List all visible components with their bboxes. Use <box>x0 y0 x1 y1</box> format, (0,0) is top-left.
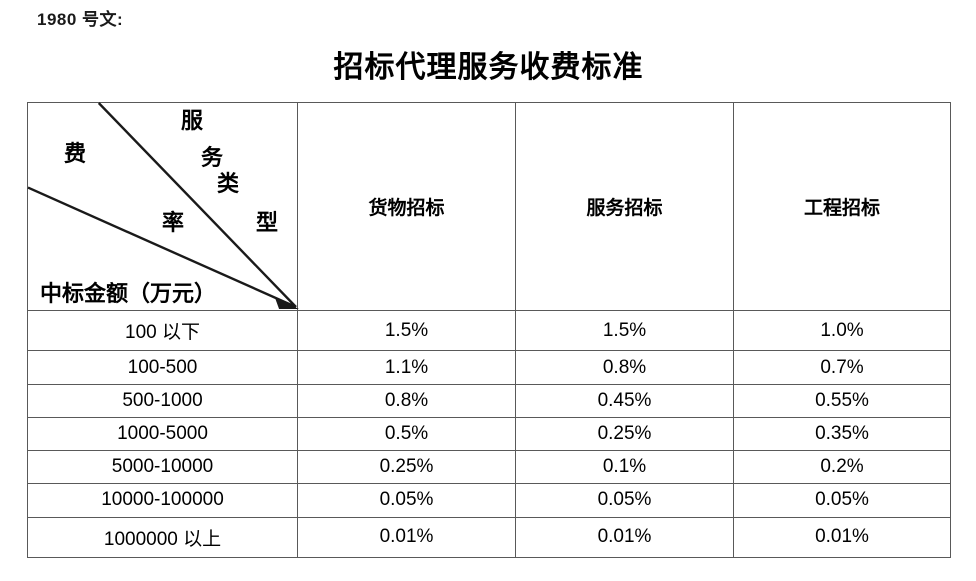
page-title: 招标代理服务收费标准 <box>333 51 644 84</box>
rate-value-cell: 0.25% <box>515 416 734 452</box>
range-cell: 500-1000 <box>27 383 298 418</box>
rate-value-cell: 0.2% <box>733 450 951 485</box>
range-cell: 100-500 <box>27 350 298 385</box>
range-cell: 1000-5000 <box>27 416 298 452</box>
column-header-service: 服务招标 <box>515 102 734 311</box>
rate-value-cell: 0.55% <box>733 383 951 418</box>
diagonal-line-lower <box>27 186 297 309</box>
table-row: 100 以下 1.5% 1.5% 1.0% <box>27 309 951 352</box>
rate-value-cell: 0.35% <box>733 416 951 452</box>
range-cell: 10000-100000 <box>27 483 298 518</box>
table-row: 100-500 1.1% 0.8% 0.7% <box>27 350 951 385</box>
rate-value-cell: 1.5% <box>297 309 516 352</box>
rate-value-cell: 0.8% <box>297 383 516 418</box>
rate-value-cell: 0.01% <box>733 516 951 559</box>
rate-value-cell: 0.8% <box>515 350 734 385</box>
rate-value-cell: 0.45% <box>515 383 734 418</box>
table-row: 1000-5000 0.5% 0.25% 0.35% <box>27 416 951 452</box>
diagonal-header-cell: 服 务 类 型 费 率 中标金额（万元） <box>27 102 299 311</box>
rate-value-cell: 1.0% <box>733 309 951 352</box>
table-row: 5000-10000 0.25% 0.1% 0.2% <box>27 450 951 485</box>
fee-table-container: 服 务 类 型 费 率 中标金额（万元） 货物招标 服务招标 工程招标 100 … <box>27 102 951 559</box>
table-row: 1000000 以上 0.01% 0.01% 0.01% <box>27 516 951 559</box>
rate-value-cell: 0.01% <box>297 516 516 559</box>
range-cell: 100 以下 <box>27 309 298 352</box>
diagonal-lines-graphic <box>27 102 299 310</box>
service-type-char: 型 <box>255 210 279 235</box>
service-type-char: 类 <box>216 171 240 196</box>
rate-value-cell: 0.01% <box>515 516 734 559</box>
rate-value-cell: 0.7% <box>733 350 951 385</box>
amount-axis-label: 中标金额（万元） <box>40 281 217 306</box>
range-cell: 5000-10000 <box>27 450 298 485</box>
column-header-engineering: 工程招标 <box>733 102 951 311</box>
rate-value-cell: 0.5% <box>297 416 516 452</box>
service-type-char: 服 <box>180 108 204 133</box>
service-type-char: 务 <box>200 145 224 170</box>
diagonal-arrow-tip <box>275 298 299 310</box>
fee-table: 服 务 类 型 费 率 中标金额（万元） 货物招标 服务招标 工程招标 100 … <box>27 102 951 559</box>
range-cell: 1000000 以上 <box>27 516 298 559</box>
rate-value-cell: 0.05% <box>733 483 951 518</box>
rate-value-cell: 0.05% <box>515 483 734 518</box>
rate-char: 率 <box>161 210 185 235</box>
table-row: 10000-100000 0.05% 0.05% 0.05% <box>27 483 951 518</box>
column-header-goods: 货物招标 <box>297 102 516 311</box>
rate-value-cell: 0.25% <box>297 450 516 485</box>
rate-char: 费 <box>63 141 87 166</box>
rate-value-cell: 1.5% <box>515 309 734 352</box>
diagonal-line-upper <box>97 102 297 308</box>
rate-value-cell: 1.1% <box>297 350 516 385</box>
table-header-row: 服 务 类 型 费 率 中标金额（万元） 货物招标 服务招标 工程招标 <box>27 102 951 311</box>
doc-number-label: 1980 号文: <box>37 10 124 29</box>
rate-value-cell: 0.05% <box>297 483 516 518</box>
rate-value-cell: 0.1% <box>515 450 734 485</box>
table-row: 500-1000 0.8% 0.45% 0.55% <box>27 383 951 418</box>
